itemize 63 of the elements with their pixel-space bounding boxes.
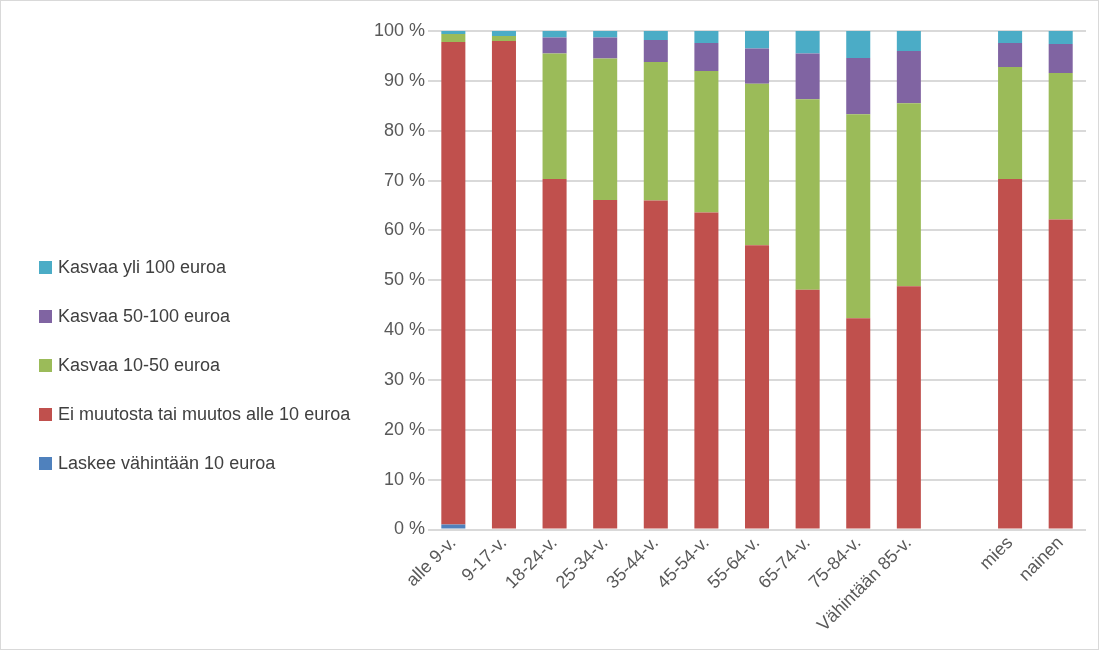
bar (1048, 43, 1073, 73)
y-tick-label: 0 % (394, 518, 426, 539)
y-tick-label: 90 % (384, 69, 426, 90)
bar (441, 33, 466, 42)
bar (795, 99, 820, 290)
bar (998, 179, 1023, 529)
bar (896, 103, 921, 287)
bar (998, 42, 1023, 67)
bar (542, 31, 567, 38)
y-tick-label: 40 % (384, 319, 426, 340)
y-tick-label: 20 % (384, 418, 426, 439)
bar (441, 524, 466, 529)
bar (745, 31, 770, 49)
legend-label: Laskee vähintään 10 euroa (58, 452, 276, 475)
bar (593, 200, 618, 529)
bar (846, 318, 871, 529)
bar (694, 212, 719, 529)
bar (896, 31, 921, 51)
legend-label: Kasvaa yli 100 euroa (58, 256, 227, 279)
bar (491, 35, 516, 41)
bar (491, 31, 516, 36)
bar (643, 61, 668, 201)
bar (745, 48, 770, 84)
bar (998, 31, 1023, 43)
legend-label: Ei muutosta tai muutos alle 10 euroa (58, 403, 351, 426)
bar (593, 58, 618, 200)
bar (1048, 219, 1073, 529)
y-tick-label: 80 % (384, 119, 426, 140)
bar (795, 53, 820, 100)
bar (896, 286, 921, 529)
bar (745, 245, 770, 529)
bar (542, 179, 567, 529)
y-tick-label: 10 % (384, 468, 426, 489)
y-tick-label: 50 % (384, 269, 426, 290)
bar (846, 31, 871, 58)
bar (694, 31, 719, 43)
bar (998, 66, 1023, 180)
bar (542, 53, 567, 180)
bar (846, 57, 871, 115)
bar (542, 37, 567, 54)
legend-label: Kasvaa 50-100 euroa (58, 305, 231, 328)
bar (694, 70, 719, 213)
bar (441, 31, 466, 34)
bar (1048, 72, 1073, 220)
legend-label: Kasvaa 10-50 euroa (58, 354, 221, 377)
bar (896, 50, 921, 104)
y-tick-label: 100 % (373, 19, 426, 40)
bar (643, 200, 668, 529)
bar (846, 114, 871, 319)
bar (491, 40, 516, 529)
bar (795, 31, 820, 54)
bar (593, 31, 618, 38)
y-tick-label: 70 % (384, 169, 426, 190)
bar (643, 39, 668, 62)
bar (1048, 31, 1073, 44)
bar (643, 31, 668, 40)
bar (593, 37, 618, 59)
bar (694, 42, 719, 71)
bar (745, 83, 770, 246)
bar (795, 289, 820, 529)
bar (441, 41, 466, 525)
y-tick-label: 30 % (384, 368, 426, 389)
y-tick-label: 60 % (384, 219, 426, 240)
